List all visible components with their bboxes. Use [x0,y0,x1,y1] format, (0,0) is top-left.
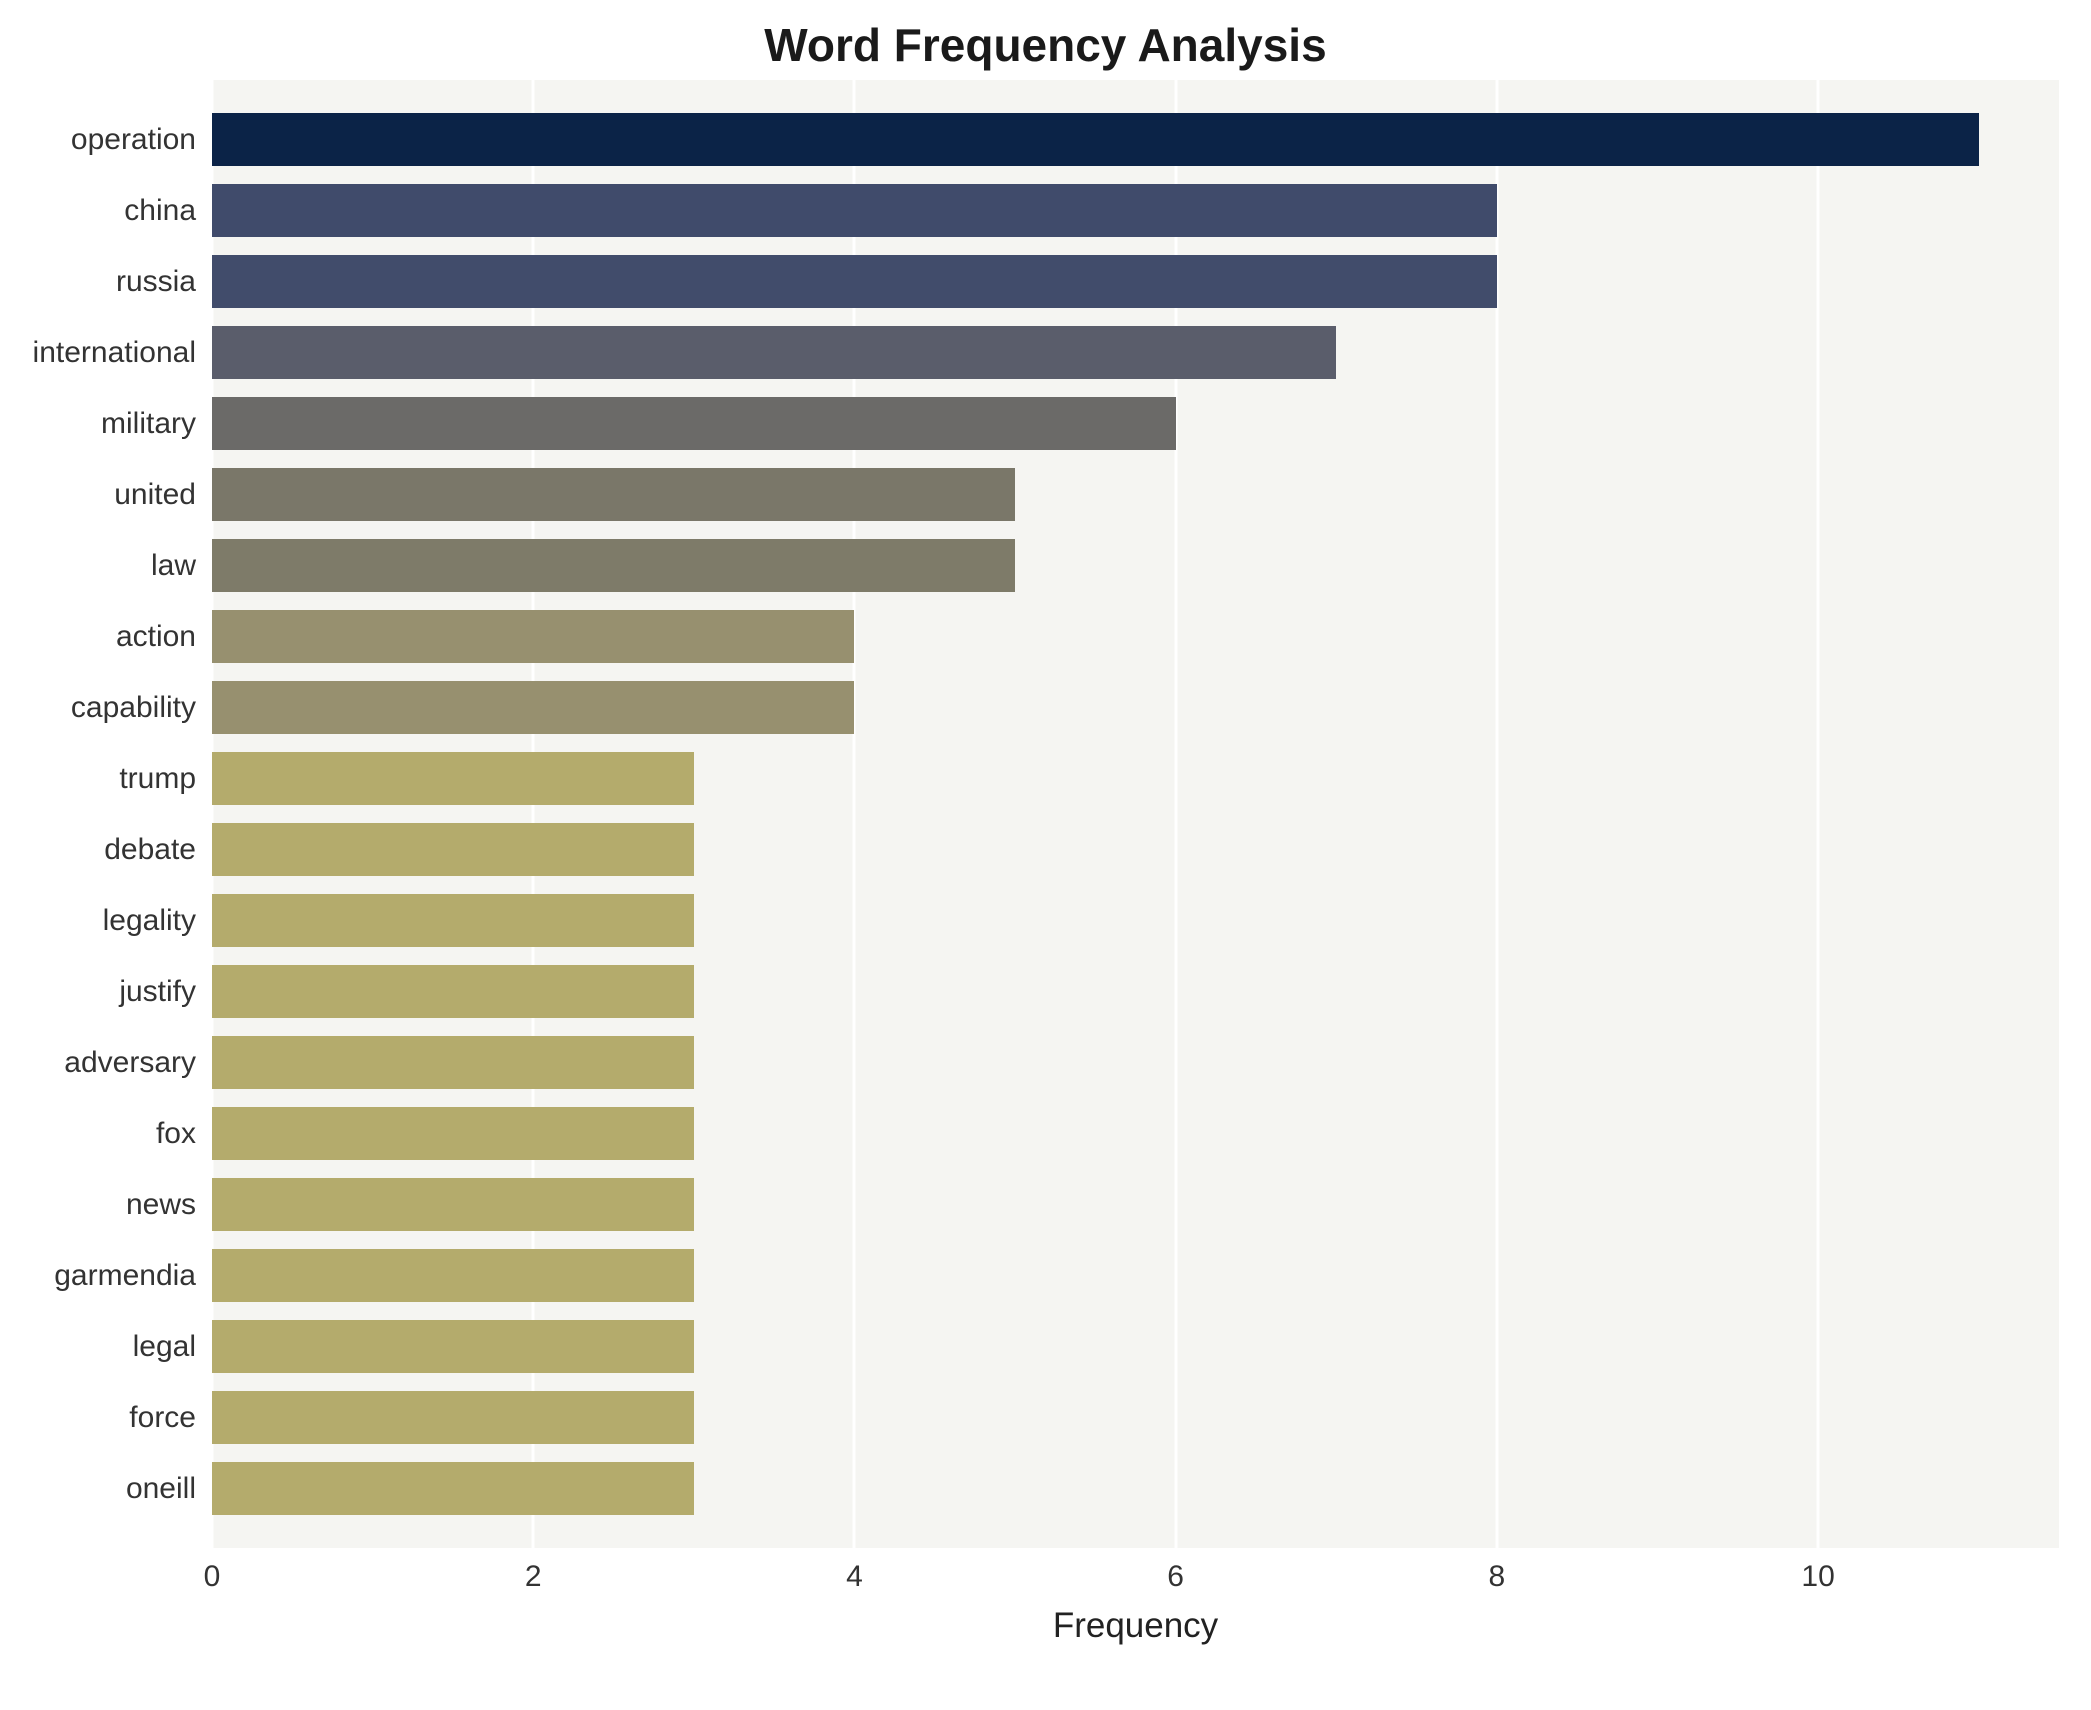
x-axis-label: Frequency [1052,1606,1219,1645]
bar-legality [212,894,694,947]
bar-row: military [101,388,2059,459]
x-tick-label: 10 [1801,1560,1835,1593]
category-label: news [125,1188,196,1221]
bar-fox [212,1107,694,1160]
category-label: legality [102,904,196,937]
bar-row: international [33,317,2059,388]
gridlines [210,80,2059,1548]
bar-debate [212,823,694,876]
bar-row: garmendia [54,1240,2059,1311]
bar-oneill [212,1462,694,1515]
bar-row: force [129,1382,2059,1453]
gridline [1495,80,1499,1548]
x-tick-label: 8 [1488,1560,1506,1593]
bar-row: justify [119,956,2059,1027]
plot-area: operation china russia international militar… [33,80,2059,1548]
category-label: capability [70,691,196,724]
category-label: united [114,478,196,511]
category-label: debate [104,833,196,866]
bar-law [212,539,1016,592]
category-label: adversary [64,1046,196,1079]
bar-military [212,397,1176,450]
bar-news [212,1178,694,1231]
category-label: military [101,407,196,440]
x-tick-label: 2 [524,1560,542,1593]
category-label: international [32,336,196,369]
category-label: operation [70,123,196,156]
bar-row: russia [116,246,2059,317]
category-label: russia [115,265,196,298]
bar-row: oneill [126,1453,2059,1524]
bar-action [212,610,855,663]
bar-operation [212,113,1979,166]
bar-row: legal [133,1311,2059,1382]
bar-row: fox [156,1098,2059,1169]
category-label: action [115,620,196,653]
gridline [1174,80,1178,1548]
bar-row: operation [71,104,2059,175]
category-label: fox [155,1117,196,1150]
bar-rows: operation china russia international militar… [33,104,2059,1524]
bar-row: news [126,1169,2059,1240]
bar-justify [212,965,694,1018]
x-tick-label: 6 [1167,1560,1184,1593]
category-label: china [124,194,196,227]
bar-row: united [114,459,2059,530]
x-tick-label: 0 [203,1560,221,1593]
bar-garmendia [212,1249,694,1302]
bar-china [212,184,1497,237]
bar-row: legality [103,885,2059,956]
bar-international [212,326,1337,379]
bar-united [212,468,1016,521]
bar-row: debate [104,814,2059,885]
category-label: oneill [125,1472,196,1505]
category-label: law [150,549,196,582]
gridline [210,80,214,1548]
category-label: force [129,1401,196,1434]
bar-adversary [212,1036,694,1089]
bar-row: action [116,601,2059,672]
bar-russia [212,255,1497,308]
bar-force [212,1391,694,1444]
bar-row: capability [71,672,2059,743]
bar-legal [212,1320,694,1373]
bar-row: china [124,175,2059,246]
chart-title: Word Frequency Analysis [764,19,1327,71]
bar-trump [212,752,694,805]
bar-row: adversary [64,1027,2059,1098]
gridline [852,80,856,1548]
gridline [531,80,535,1548]
bar-row: law [151,530,2059,601]
bar-row: trump [119,743,2059,814]
x-axis: 0 2 4 6 8 10 [204,1548,2059,1600]
category-label: garmendia [54,1259,196,1292]
x-tick-label: 4 [846,1560,863,1593]
category-label: legal [132,1330,196,1363]
gridline [1816,80,1820,1548]
category-label: justify [119,975,196,1008]
category-label: trump [119,762,196,795]
bar-capability [212,681,855,734]
